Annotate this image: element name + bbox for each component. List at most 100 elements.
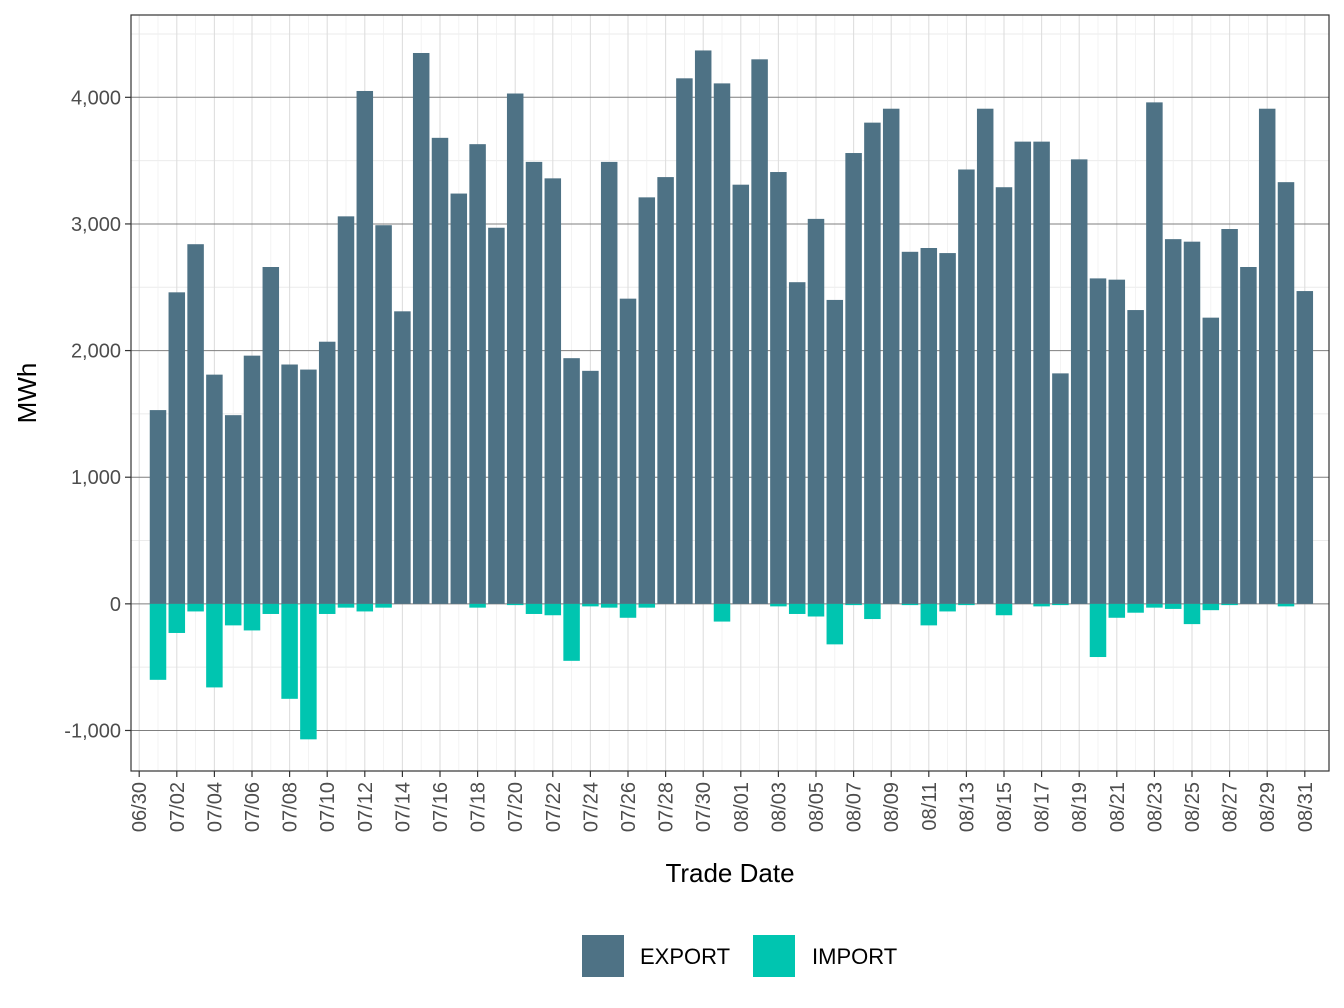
legend-label-import: IMPORT [812, 944, 897, 969]
x-tick-label: 08/01 [731, 782, 753, 832]
bar-export-07-18 [469, 144, 486, 604]
bar-export-07-17 [450, 193, 468, 604]
bar-export-07-07 [262, 267, 280, 604]
bar-export-08-30 [1277, 182, 1295, 604]
bar-export-07-09 [300, 369, 317, 604]
x-tick-label: 07/22 [543, 782, 565, 832]
bar-export-07-14 [394, 311, 411, 604]
bar-import-07-27 [638, 603, 656, 608]
x-tick-label: 08/07 [844, 782, 866, 832]
bar-export-08-02 [751, 59, 768, 604]
bar-import-08-07 [845, 603, 862, 606]
bar-export-07-26 [619, 298, 637, 604]
bar-import-08-05 [807, 603, 825, 617]
bar-export-08-29 [1258, 108, 1276, 604]
bar-import-08-03 [770, 603, 787, 607]
bar-export-07-31 [713, 83, 731, 604]
x-tick-label: 07/14 [392, 782, 414, 832]
bar-import-07-20 [506, 603, 524, 606]
x-tick-label: 07/02 [167, 782, 189, 832]
bar-import-07-07 [262, 603, 280, 614]
bar-import-07-13 [375, 603, 392, 608]
bar-export-07-11 [337, 216, 355, 604]
y-tick-label: 0 [110, 594, 121, 616]
bar-export-08-20 [1089, 278, 1107, 604]
legend-swatch-import [753, 935, 795, 977]
bar-export-07-22 [544, 178, 562, 604]
bar-export-08-10 [901, 251, 919, 604]
bar-import-08-24 [1164, 603, 1182, 609]
bar-import-08-27 [1221, 603, 1238, 606]
bar-export-07-03 [187, 244, 204, 604]
bar-export-08-13 [958, 169, 975, 604]
bar-export-08-17 [1033, 141, 1050, 604]
x-tick-label: 07/18 [468, 782, 490, 832]
bar-export-07-28 [657, 177, 674, 604]
bar-import-08-20 [1089, 603, 1107, 658]
bar-export-08-18 [1052, 373, 1069, 604]
x-tick-label: 08/25 [1182, 782, 1204, 832]
bar-import-08-13 [958, 603, 975, 606]
y-axis-title: MWh [12, 363, 42, 424]
bar-export-08-24 [1164, 239, 1182, 604]
bar-import-08-25 [1183, 603, 1201, 625]
bar-export-08-09 [882, 108, 900, 604]
bar-import-08-10 [901, 603, 919, 606]
bar-export-07-20 [506, 93, 524, 604]
bar-import-07-05 [224, 603, 242, 626]
bar-export-08-14 [976, 108, 994, 604]
bar-export-07-29 [676, 78, 693, 604]
x-tick-label: 07/06 [242, 782, 264, 832]
bar-export-07-24 [582, 370, 599, 604]
x-tick-label: 08/03 [768, 782, 790, 832]
legend-label-export: EXPORT [640, 944, 730, 969]
bar-import-08-12 [939, 603, 956, 612]
bar-import-07-22 [544, 603, 562, 616]
bar-import-07-03 [187, 603, 204, 612]
bar-import-08-26 [1202, 603, 1220, 611]
bar-export-07-06 [243, 355, 261, 604]
bar-export-08-25 [1183, 241, 1201, 604]
bar-import-07-01 [149, 603, 167, 680]
x-tick-label: 08/13 [956, 782, 978, 832]
bar-import-07-24 [582, 603, 599, 607]
bar-import-08-23 [1146, 603, 1163, 608]
bar-import-07-11 [337, 603, 355, 608]
bar-export-07-15 [412, 52, 430, 604]
x-tick-label: 07/10 [317, 782, 339, 832]
bar-export-07-25 [600, 161, 618, 604]
bar-export-07-16 [431, 137, 449, 604]
bar-import-07-18 [469, 603, 486, 608]
bar-export-07-12 [356, 90, 374, 604]
y-tick-label: 4,000 [71, 87, 121, 109]
x-axis: 06/30 07/02 07/04 07/06 07/08 07/10 07/12 07/14… [129, 771, 1317, 832]
bar-export-08-03 [770, 172, 787, 604]
bar-export-08-11 [920, 248, 938, 604]
x-tick-label: 08/27 [1220, 782, 1242, 832]
bar-export-08-31 [1296, 291, 1314, 604]
bar-export-08-26 [1202, 317, 1220, 604]
bar-export-08-23 [1146, 102, 1163, 604]
y-axis: -1,000 0 1,000 2,000 3,000 4,000 [64, 87, 131, 742]
bar-export-07-13 [375, 225, 392, 604]
x-tick-label: 07/04 [204, 782, 226, 832]
bar-export-08-27 [1221, 229, 1238, 604]
x-tick-label: 08/23 [1144, 782, 1166, 832]
x-tick-label: 08/11 [919, 782, 941, 831]
bar-import-08-15 [995, 603, 1013, 616]
bar-import-07-10 [318, 603, 336, 614]
bar-import-08-11 [920, 603, 938, 626]
x-tick-label: 07/16 [430, 782, 452, 832]
bar-export-08-08 [864, 122, 881, 604]
bar-export-08-07 [845, 153, 862, 604]
x-tick-label: 08/15 [994, 782, 1016, 832]
bar-export-07-21 [525, 161, 543, 604]
bar-export-08-12 [939, 253, 956, 604]
bar-import-08-06 [826, 603, 844, 645]
bar-import-07-31 [713, 603, 731, 622]
x-tick-label: 07/20 [505, 782, 527, 832]
y-tick-label: 2,000 [71, 341, 121, 363]
legend-swatch-export [582, 935, 624, 977]
bar-import-08-30 [1277, 603, 1295, 607]
bar-import-07-25 [600, 603, 618, 608]
